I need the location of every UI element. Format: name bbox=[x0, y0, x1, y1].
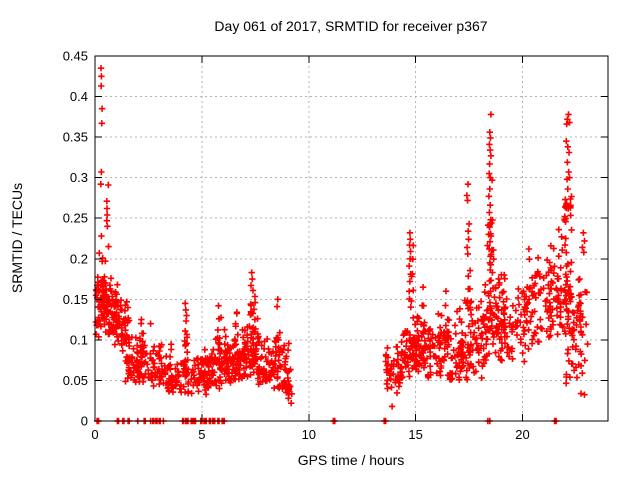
y-axis-label: SRMTID / TECUs bbox=[9, 183, 25, 293]
x-tick-label: 5 bbox=[198, 427, 205, 442]
x-tick-label: 15 bbox=[408, 427, 422, 442]
y-tick-label: 0.3 bbox=[70, 170, 88, 185]
x-tick-label: 20 bbox=[515, 427, 529, 442]
y-tick-label: 0.4 bbox=[70, 89, 88, 104]
x-tick-label: 0 bbox=[91, 427, 98, 442]
y-tick-label: 0.05 bbox=[63, 373, 88, 388]
y-tick-label: 0.2 bbox=[70, 251, 88, 266]
x-axis-label: GPS time / hours bbox=[298, 452, 405, 468]
y-tick-label: 0.45 bbox=[63, 49, 88, 64]
x-tick-label: 10 bbox=[302, 427, 316, 442]
grid-lines bbox=[95, 55, 608, 421]
tick-labels-layer: 0 5 10 15 20 0 0.05 0.1 0.15 0.2 0.25 0.3 0.35 0.4 0.4… bbox=[63, 49, 530, 443]
y-tick-label: 0.25 bbox=[63, 211, 88, 226]
chart-title: Day 061 of 2017, SRMTID for receiver p36… bbox=[214, 18, 487, 34]
axes-and-ticks bbox=[94, 55, 609, 422]
y-tick-label: 0.15 bbox=[63, 292, 88, 307]
y-tick-label: 0 bbox=[81, 414, 88, 429]
y-tick-label: 0.1 bbox=[70, 332, 88, 347]
y-tick-label: 0.35 bbox=[63, 130, 88, 145]
data-points-layer bbox=[92, 65, 591, 425]
